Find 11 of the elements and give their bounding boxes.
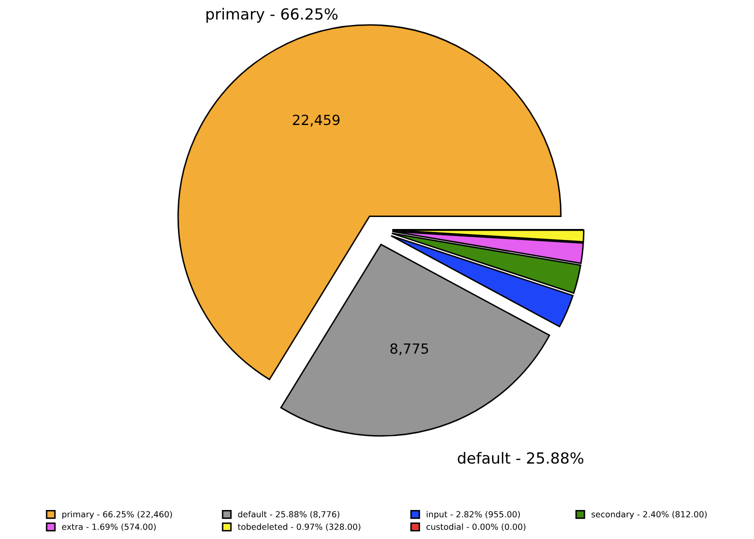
- data-label: 8,775: [390, 343, 428, 356]
- data-label: 22,459: [292, 114, 340, 127]
- legend-label: secondary - 2.40% (812.00): [592, 510, 707, 520]
- legend-label: input - 2.82% (955.00): [426, 510, 520, 520]
- legend-label: custodial - 0.00% (0.00): [426, 523, 526, 531]
- legend-label: default - 25.88% (8,776): [238, 510, 340, 518]
- text: default - 25.88%: [458, 452, 584, 464]
- legend-label: primary - 66.25% (22,460): [62, 510, 172, 520]
- legend-label: tobedeleted - 0.97% (328.00): [238, 523, 360, 531]
- legend-label: extra - 1.69% (574.00): [62, 523, 156, 531]
- text: primary - 66.25%: [206, 8, 338, 23]
